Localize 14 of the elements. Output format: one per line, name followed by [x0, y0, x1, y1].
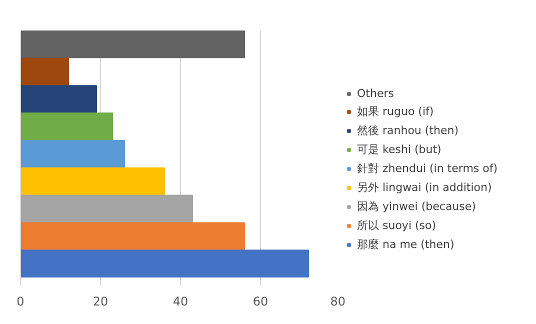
x-tick-label: 40	[172, 294, 188, 308]
legend-label: 所以 suoyi (so)	[357, 218, 436, 233]
legend-label: 如果 ruguo (if)	[357, 104, 434, 119]
x-tick-label: 60	[252, 294, 268, 308]
legend-label: 可是 keshi (but)	[357, 142, 442, 157]
x-tick-label: 80	[330, 294, 346, 308]
legend-label: 那麼 na me (then)	[357, 237, 454, 252]
legend-label: 針對 zhendui (in terms of)	[357, 161, 498, 176]
x-tick-label: 0	[16, 294, 24, 308]
legend-label: 然後 ranhou (then)	[357, 123, 459, 138]
legend-label: 另外 lingwai (in addition)	[357, 180, 492, 195]
legend-label: Others	[357, 86, 394, 100]
x-tick-label: 20	[92, 294, 108, 308]
legend-label: 因為 yinwei (because)	[357, 199, 476, 214]
